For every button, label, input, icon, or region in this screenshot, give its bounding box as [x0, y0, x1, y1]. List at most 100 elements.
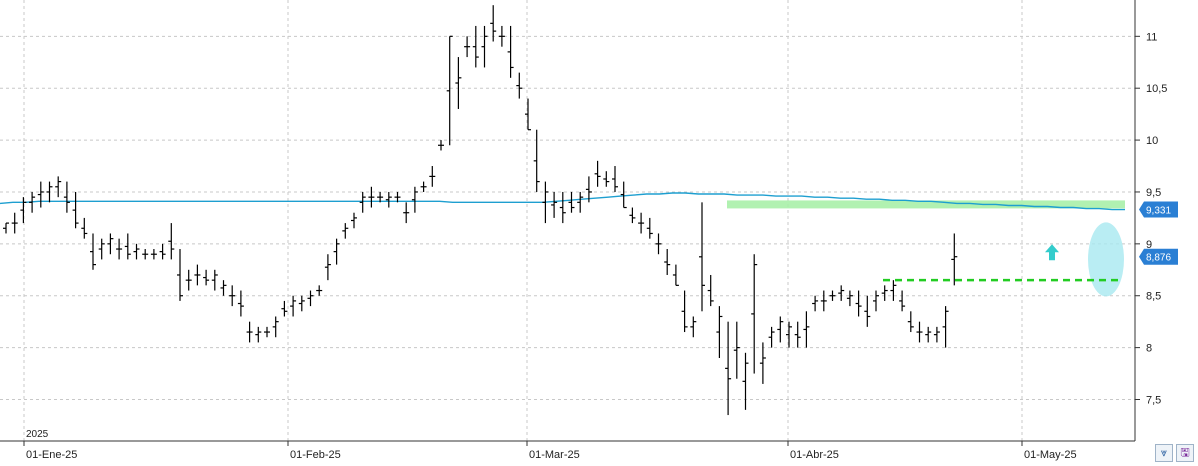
ohlc-bar	[559, 191, 566, 224]
ohlc-bar	[159, 243, 166, 260]
ohlc-bar	[333, 238, 340, 265]
ohlc-bar	[237, 290, 244, 317]
ohlc-bar	[116, 238, 123, 260]
ohlc-bar	[342, 223, 349, 239]
ohlc-bar	[55, 176, 62, 198]
ohlc-bar	[455, 57, 462, 109]
ohlc-bar	[29, 191, 36, 213]
ohlc-bar	[542, 181, 549, 224]
ohlc-bar	[81, 217, 88, 239]
ohlc-bar	[803, 311, 810, 348]
annotations	[883, 244, 1122, 282]
y-tick-label: 9,5	[1146, 187, 1161, 199]
ohlc-bar	[203, 269, 210, 286]
ohlc-bar	[777, 316, 784, 343]
y-tick-label: 10,5	[1146, 83, 1167, 95]
ohlc-bar	[881, 285, 888, 301]
ohlc-bar	[812, 295, 819, 312]
chevrons-down-icon: ⩔	[1160, 446, 1168, 459]
ohlc-bar	[211, 269, 218, 291]
ohlc-bar	[759, 342, 766, 384]
arrow-up-icon	[1045, 244, 1059, 261]
ohlc-bar	[733, 321, 740, 379]
ohlc-bar	[90, 233, 96, 270]
ohlc-bar	[568, 191, 575, 213]
ohlc-bar	[481, 25, 488, 68]
ohlc-bar	[464, 36, 471, 58]
ohlc-bar	[142, 249, 149, 260]
ohlc-bar	[699, 202, 705, 312]
ohlc-bar	[150, 249, 157, 260]
ohlc-bar	[20, 197, 27, 224]
ohlc-bar	[594, 160, 601, 187]
ohlc-bar	[394, 191, 401, 203]
ohlc-bar	[498, 25, 505, 47]
ohlc-bar	[403, 202, 410, 224]
x-tick-label: 01-Mar-25	[529, 449, 580, 461]
ohlc-bar	[411, 186, 418, 213]
ohlc-bar	[359, 191, 366, 213]
ohlc-bar	[107, 233, 114, 255]
ohlc-bar	[942, 306, 949, 348]
resistance-zone	[727, 200, 1125, 209]
ohlc-bar	[672, 264, 679, 286]
ohlc-bar	[281, 300, 288, 317]
ohlc-bar	[646, 217, 653, 239]
ohlc-bar	[3, 222, 9, 234]
ohlc-bar	[620, 181, 627, 209]
ma-value-tag-bg	[1139, 201, 1178, 218]
ohlc-bar	[751, 254, 758, 374]
x-axis-ticks: 01-Ene-25 01-Feb-25 01-Mar-25 01-Abr-25 01-M…	[23, 441, 1077, 461]
ohlc-bar	[551, 191, 558, 218]
ohlc-bar	[664, 249, 671, 275]
ohlc-bar	[368, 186, 375, 208]
ohlc-bar	[316, 285, 323, 296]
y-tick-label: 7,5	[1146, 394, 1161, 406]
ohlc-bar	[507, 25, 514, 78]
y-tick-label: 10	[1146, 135, 1158, 147]
ohlc-bar	[846, 290, 853, 307]
ohlc-bar	[925, 326, 932, 343]
ohlc-bar	[298, 295, 305, 312]
last-price-tag: 8,876	[1146, 253, 1171, 264]
ohlc-bar	[768, 326, 775, 348]
ohlc-bar	[577, 191, 584, 213]
ohlc-bar	[133, 243, 140, 260]
ohlc-bar	[307, 290, 314, 307]
ohlc-bar	[629, 207, 636, 224]
plot-area	[0, 0, 1135, 441]
ohlc-bar	[194, 264, 201, 286]
ohlc-bar	[220, 280, 227, 296]
ohlc-bar	[429, 166, 436, 187]
ohlc-bar	[177, 249, 183, 301]
highlight-ellipse	[1088, 222, 1124, 297]
ohlc-bar	[655, 233, 662, 255]
ohlc-bar	[124, 233, 131, 260]
save-button[interactable]: 🖫	[1176, 444, 1194, 462]
x-tick-label: 01-May-25	[1024, 449, 1077, 461]
x-tick-label: 01-Feb-25	[290, 449, 341, 461]
ohlc-bar	[707, 274, 714, 307]
ohlc-bar	[525, 98, 531, 131]
ohlc-bar	[612, 166, 618, 192]
ohlc-bar	[63, 181, 70, 213]
ohlc-bar	[420, 181, 427, 192]
ohlc-bar	[873, 290, 879, 312]
ma-value-tag: 9,331	[1146, 206, 1171, 217]
ohlc-bar	[742, 352, 749, 410]
ohlc-bar	[98, 238, 105, 260]
y-tick-label: 8,5	[1146, 291, 1161, 303]
ohlc-bar	[72, 191, 79, 229]
y-tick-label: 8	[1146, 343, 1152, 355]
ohlc-bar	[168, 223, 175, 260]
ohlc-bar	[855, 290, 862, 317]
ohlc-bar	[916, 321, 923, 343]
collapse-button[interactable]: ⩔	[1155, 444, 1173, 462]
year-label: 2025	[26, 429, 49, 440]
ohlc-bar	[890, 280, 897, 301]
save-icon: 🖫	[1180, 445, 1190, 459]
ohlc-bar	[324, 254, 331, 281]
ohlc-bar	[255, 326, 262, 343]
ohlc-bar	[290, 295, 297, 317]
